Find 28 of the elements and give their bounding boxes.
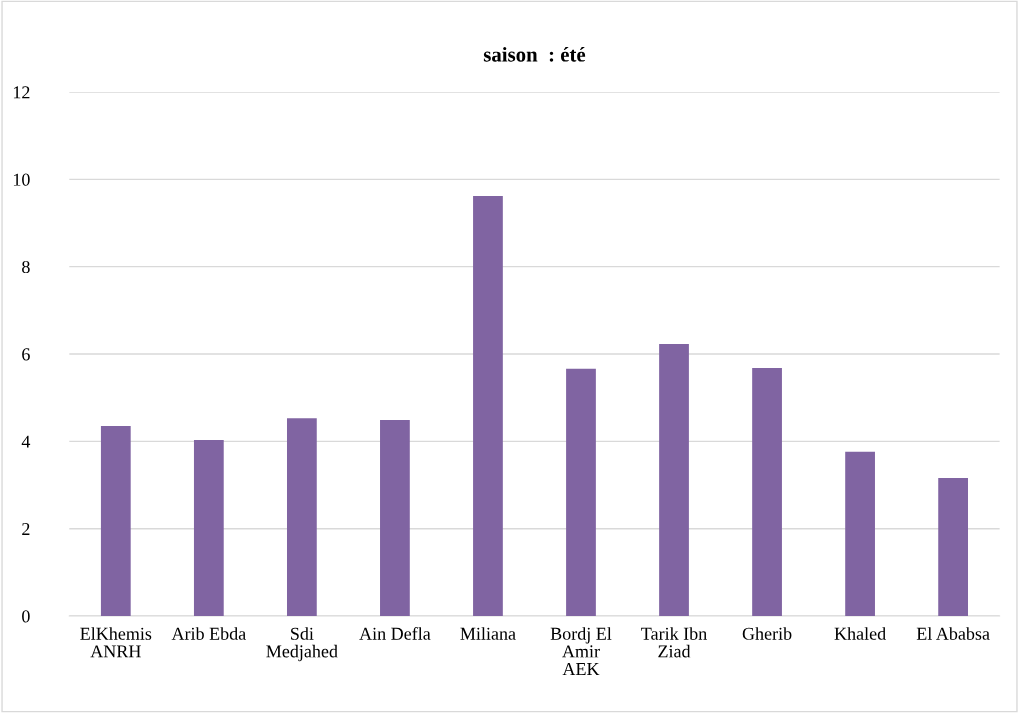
y-tick-label: 4	[21, 435, 31, 448]
x-tick-label: ElKhemis ANRH	[80, 627, 152, 658]
y-tick-label: 2	[22, 523, 30, 535]
y-tick-label: 8	[22, 260, 30, 274]
chart-title: saison : été	[483, 46, 586, 62]
x-tick-label: Khaled	[834, 627, 886, 640]
bar	[938, 478, 969, 617]
y-tick-label: 10	[13, 173, 30, 186]
bar	[566, 368, 596, 617]
x-tick-label: Tarik Ibn Ziad	[641, 627, 707, 658]
x-tick-label: Gherib	[742, 627, 792, 640]
x-tick-label: Arib Ebda	[171, 627, 246, 640]
x-tick-label: El Ababsa	[916, 627, 990, 640]
bar	[752, 367, 782, 617]
y-tick-label: 0	[22, 610, 30, 623]
bar	[193, 440, 224, 617]
bar	[473, 195, 503, 617]
bar	[286, 418, 317, 617]
bar	[659, 343, 689, 617]
x-tick-label: Ain Defla	[359, 626, 431, 640]
x-tick-label: Bordj El Amir AEK	[550, 627, 612, 675]
bar	[380, 419, 410, 617]
y-tick-label: 12	[13, 86, 30, 99]
x-tick-label: Sdi Medjahed	[266, 627, 338, 662]
x-tick-label: Miliana	[460, 627, 516, 640]
bar	[100, 426, 131, 617]
bar	[845, 451, 875, 617]
y-tick-label: 6	[22, 348, 30, 361]
